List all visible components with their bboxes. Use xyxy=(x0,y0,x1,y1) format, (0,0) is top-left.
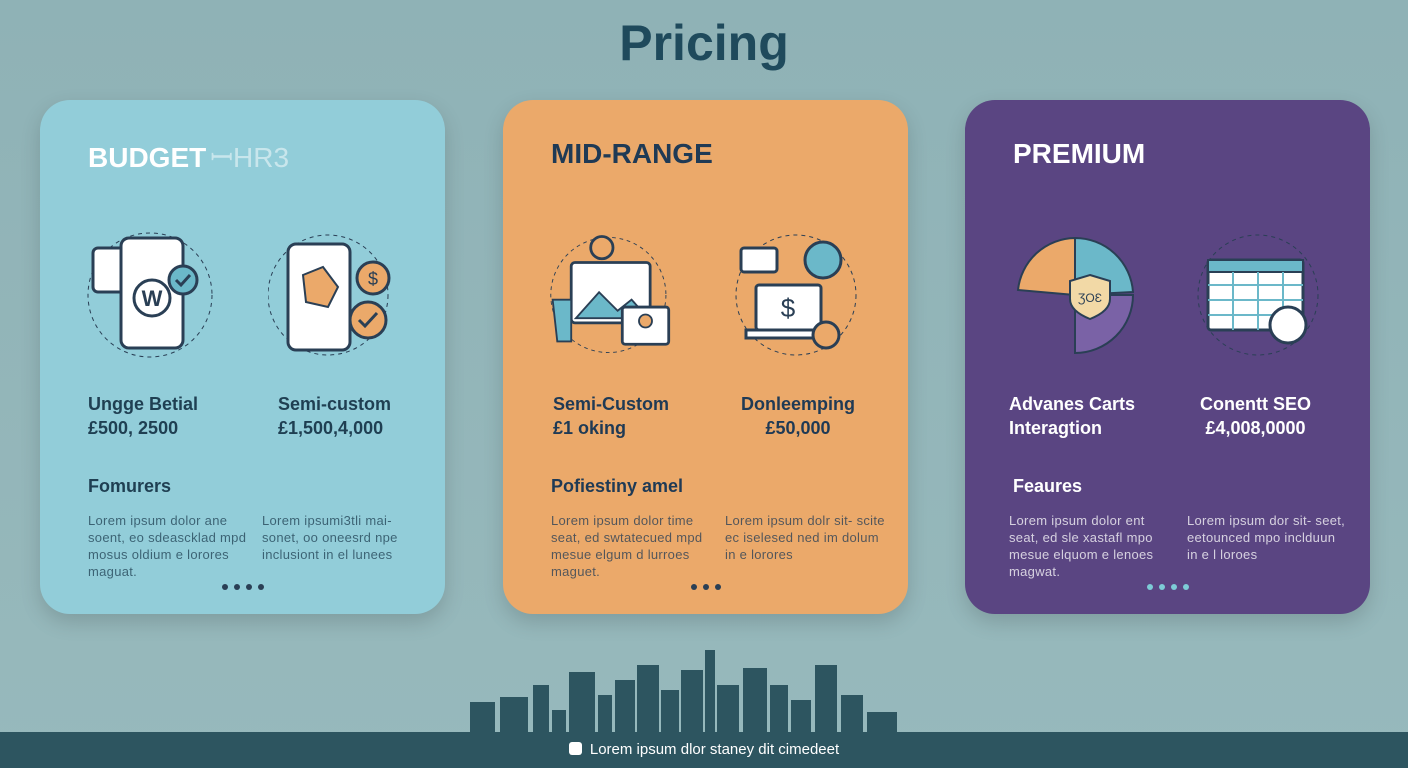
page-title: Pricing xyxy=(619,15,789,71)
mid-range-card: MID-RANGE $ Semi-Custom £1 oking Donleemp… xyxy=(503,100,908,614)
feature-text: Lorem ipsum dor sit- seet, eetounced mpo… xyxy=(1187,513,1346,562)
laptop-dollar-icon: $ xyxy=(735,234,857,356)
option-semi-custom: Semi-Custom £1 oking xyxy=(553,394,670,438)
square-icon xyxy=(568,742,582,755)
footer-text: Lorem ipsum dlor staney dit cimedeet xyxy=(589,741,840,758)
budget-card: BUDGET ꟷHR3 W $ Ungge Betial £500, 2500 Se… xyxy=(40,100,445,614)
feature-text: Lorem ipsum dolr sit- scite ec iselesed … xyxy=(725,513,885,562)
feature-text: Lorem ipsum dolor time seat, ed swtatecu… xyxy=(551,513,703,579)
phone-dollar-gear-icon: $ xyxy=(268,234,391,356)
option-advanced-carts: Advanes Carts Interagtion xyxy=(1009,394,1136,438)
premium-card: PREMIUM ƷOƐ Advanes Carts Interagtion Co… xyxy=(965,100,1370,614)
tier-title: PREMIUM xyxy=(1013,138,1146,169)
pie-chart-shield-icon: ƷOƐ xyxy=(1016,236,1135,355)
svg-text:ƷOƐ: ƷOƐ xyxy=(1078,291,1102,305)
footer-bar: Lorem ipsum dlor staney dit cimedeet xyxy=(0,732,1408,768)
tier-title: BUDGET ꟷHR3 xyxy=(88,142,290,173)
pagination-dots[interactable] xyxy=(965,584,1370,590)
option-semi-custom: Semi-custom £1,500,4,000 xyxy=(278,394,392,438)
svg-text:$: $ xyxy=(368,269,378,289)
city-skyline-illustration xyxy=(470,650,897,735)
phone-wordpress-icon: W xyxy=(87,232,213,358)
svg-text:W: W xyxy=(142,286,163,311)
pagination-dots[interactable] xyxy=(503,584,908,590)
option-developing: Donleemping £50,000 xyxy=(741,394,856,438)
option-basic: Ungge Betial £500, 2500 xyxy=(88,394,199,438)
feature-text: Lorem ipsumi3tli mai- sonet, oo oneesrd … xyxy=(262,513,398,562)
features-title: Feaures xyxy=(1013,476,1083,496)
tier-title: MID-RANGE xyxy=(551,138,713,169)
feature-text: Lorem ipsum dolor ane soent, eo sdeasckl… xyxy=(88,513,247,579)
feature-text: Lorem ipsum dolor ent seat, ed sle xasta… xyxy=(1009,513,1154,579)
features-title: Pofiestiny amel xyxy=(551,476,684,496)
option-content-seo: Conentt SEO £4,008,0000 xyxy=(1200,394,1311,438)
browser-gallery-icon xyxy=(550,235,671,354)
svg-text:$: $ xyxy=(781,293,796,323)
pagination-dots[interactable] xyxy=(40,584,445,590)
calendar-gear-icon xyxy=(1197,234,1319,356)
features-title: Fomurers xyxy=(88,476,172,496)
